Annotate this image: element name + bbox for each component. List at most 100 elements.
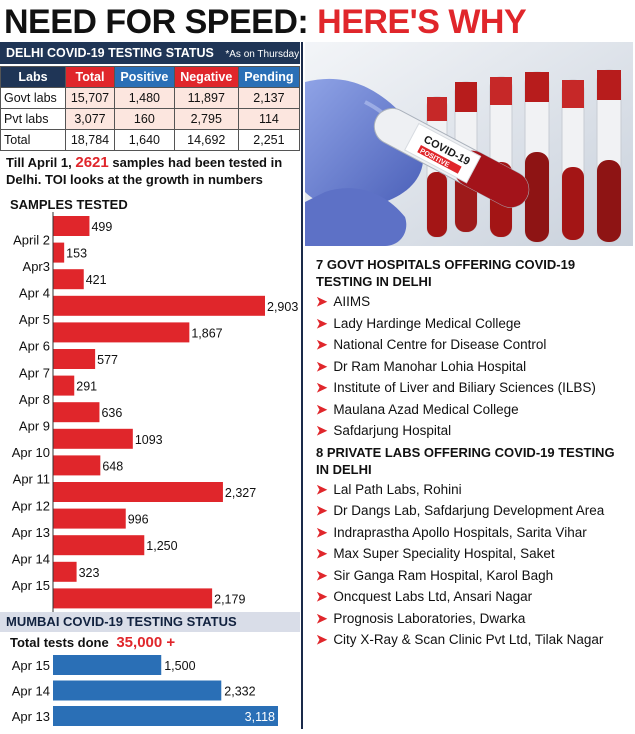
delhi-status-note: *As on Thursday	[225, 49, 300, 60]
background-tubes	[426, 69, 622, 243]
list-item-text: Dr Ram Manohar Lohia Hospital	[333, 358, 527, 374]
cell-positive: 160	[114, 108, 175, 130]
list-item-text: Lal Path Labs, Rohini	[333, 481, 462, 497]
bar	[53, 269, 84, 290]
mumbai-title: MUMBAI COVID-19 TESTING STATUS	[6, 614, 237, 629]
bar-value-label: 636	[101, 406, 122, 420]
arrow-icon: ➤	[316, 632, 328, 647]
list-item-text: Lady Hardinge Medical College	[333, 315, 521, 331]
bar	[53, 508, 126, 529]
bar	[53, 349, 96, 369]
left-column: DELHI COVID-19 TESTING STATUS *As on Thu…	[0, 42, 301, 729]
category-label: Apr 9	[19, 419, 50, 434]
col-header-pending: Pending	[237, 66, 301, 88]
intro-highlight: 2621	[75, 154, 109, 171]
table-row-total: Total 18,784 1,640 14,692 2,251	[0, 129, 301, 151]
headline: NEED FOR SPEED: HERE'S WHY	[4, 2, 527, 42]
samples-title: SAMPLES TESTED	[10, 197, 128, 212]
arrow-icon: ➤	[316, 315, 328, 331]
mumbai-total-value: 35,000 +	[116, 634, 176, 651]
list-item: ➤ AIIMS	[316, 293, 631, 310]
category-label: Apr 15	[12, 578, 50, 593]
bar-value-label: 323	[79, 566, 100, 580]
list-item: ➤ Safdarjung Hospital	[316, 422, 631, 439]
bar-value-label: 577	[97, 353, 118, 367]
bar	[53, 295, 265, 316]
bar	[53, 322, 190, 343]
covid-tube: COVID-19 POSITIVE	[373, 107, 530, 208]
list-item-text: Sir Ganga Ram Hospital, Karol Bagh	[333, 567, 554, 583]
bar	[53, 402, 100, 423]
list-item: ➤ Dr Dangs Lab, Safdarjung Development Ar…	[316, 502, 631, 519]
column-divider	[301, 42, 303, 729]
category-label: Apr 4	[19, 286, 50, 301]
bar-value-label: 1,867	[191, 326, 222, 340]
bar-value-label: 2,332	[224, 685, 255, 699]
private-labs-list: ➤ Lal Path Labs, Rohini ➤ Dr Dangs Lab, Sa…	[316, 481, 631, 649]
bar	[53, 655, 162, 675]
bar	[53, 561, 77, 582]
arrow-icon: ➤	[316, 546, 328, 561]
bar-value-label: 2,903	[267, 300, 298, 314]
bar	[53, 216, 90, 236]
list-item-text: Max Super Speciality Hospital, Saket	[333, 546, 555, 561]
list-item-text: Indraprastha Apollo Hospitals, Sarita Vi…	[333, 524, 587, 540]
bar	[53, 706, 278, 726]
cell-total: 3,077	[64, 108, 116, 130]
bar	[53, 680, 222, 701]
col-header-labs: Labs	[0, 66, 66, 88]
category-label: Apr 14	[12, 552, 50, 567]
category-label: Apr 8	[19, 392, 50, 407]
bar	[53, 375, 75, 396]
category-label: Apr 15	[12, 658, 50, 673]
table-row: Pvt labs 3,077 160 2,795 114	[0, 108, 301, 130]
govt-hospitals-title: 7 GOVT HOSPITALS OFFERING COVID-19 TESTI…	[316, 257, 576, 289]
headline-part1: NEED FOR SPEED:	[4, 3, 309, 41]
blood-sample-photo: COVID-19 POSITIVE	[305, 42, 633, 246]
list-item: ➤ Prognosis Laboratories, Dwarka	[316, 610, 631, 627]
arrow-icon: ➤	[316, 294, 328, 309]
mumbai-total: Total tests done 35,000 +	[10, 634, 175, 651]
category-label: Apr 5	[19, 312, 50, 327]
category-label: Apr 13	[12, 525, 50, 540]
category-label: Apr 14	[12, 684, 50, 699]
arrow-icon: ➤	[316, 524, 328, 540]
cell-pending: 114	[237, 108, 301, 130]
list-item-text: Maulana Azad Medical College	[333, 401, 519, 417]
category-label: Apr 10	[12, 445, 50, 460]
cell-total: 15,707	[64, 87, 116, 109]
category-label: Apr 11	[13, 472, 50, 487]
intro-text: Till April 1, 2621 samples had been test…	[6, 154, 298, 188]
cell-negative: 14,692	[173, 129, 239, 151]
category-label: Apr 12	[12, 498, 50, 513]
category-label: Apr3	[23, 259, 50, 274]
bar-value-label: 2,179	[214, 592, 245, 606]
bar	[53, 588, 213, 609]
bar-value-label: 153	[66, 247, 87, 261]
col-header-total: Total	[64, 66, 116, 88]
bar	[53, 428, 133, 449]
list-item: ➤ Lady Hardinge Medical College	[316, 315, 631, 332]
cell-pending: 2,251	[237, 129, 301, 151]
cell-total: 18,784	[64, 129, 116, 151]
arrow-icon: ➤	[316, 610, 328, 626]
bar	[53, 535, 145, 556]
bar-value-label: 499	[91, 220, 112, 234]
category-label: Apr 7	[19, 365, 50, 380]
cell-negative: 11,897	[173, 87, 239, 109]
list-item-text: City X-Ray & Scan Clinic Pvt Ltd, Tilak …	[333, 632, 604, 647]
bar-value-label: 1093	[135, 433, 163, 447]
bar-value-label: 1,500	[164, 659, 195, 673]
list-item-text: Oncquest Labs Ltd, Ansari Nagar	[333, 589, 533, 604]
mumbai-header: MUMBAI COVID-19 TESTING STATUS	[0, 612, 300, 632]
list-item-text: Institute of Liver and Biliary Sciences …	[333, 380, 596, 395]
row-label: Total	[0, 129, 66, 151]
photo-illustration: COVID-19 POSITIVE	[305, 42, 633, 246]
list-item: ➤ Indraprastha Apollo Hospitals, Sarita V…	[316, 524, 631, 541]
list-item: ➤ Dr Ram Manohar Lohia Hospital	[316, 358, 631, 375]
cell-pending: 2,137	[237, 87, 301, 109]
arrow-icon: ➤	[316, 380, 328, 395]
bar-value-label: 421	[86, 273, 107, 287]
delhi-status-header: DELHI COVID-19 TESTING STATUS *As on Thu…	[0, 42, 300, 64]
